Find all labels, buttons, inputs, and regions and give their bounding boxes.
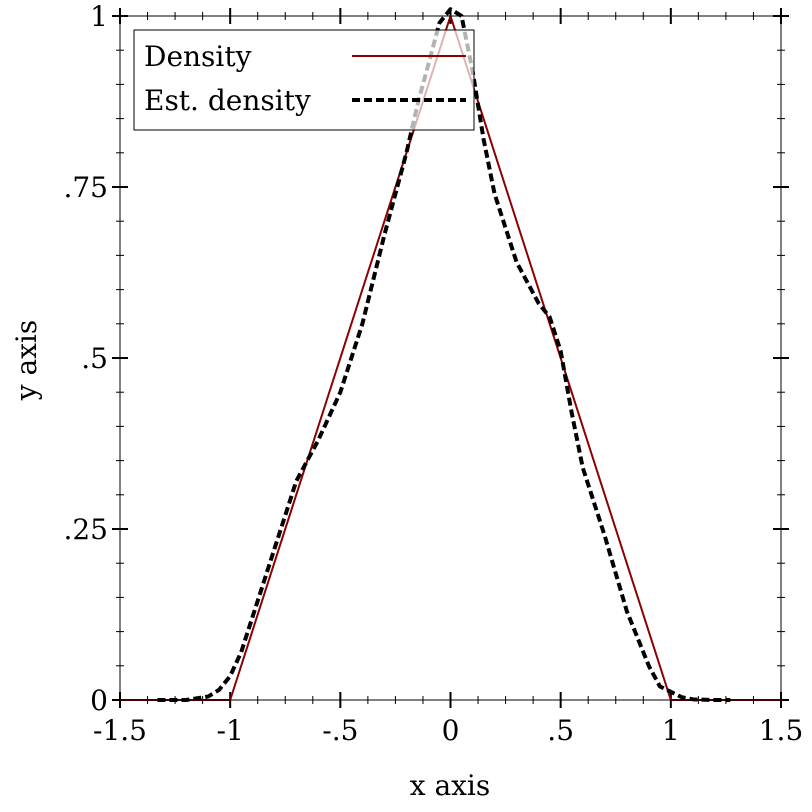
- x-tick-label-5: 1: [662, 714, 680, 747]
- x-tick-label-6: 1.5: [759, 714, 804, 747]
- y-tick-label-2: .5: [81, 342, 108, 375]
- x-tick-label-2: -.5: [322, 714, 358, 747]
- y-axis-label: y axis: [10, 320, 43, 402]
- legend-box: [133, 29, 475, 131]
- x-tick-label-3: 0: [442, 714, 460, 747]
- x-axis-label: x axis: [410, 769, 491, 802]
- y-tick-label-1: .25: [63, 513, 108, 546]
- y-tick-label-3: .75: [63, 171, 108, 204]
- legend-label-est-density: Est. density: [144, 84, 311, 117]
- legend: Density Est. density: [133, 29, 475, 131]
- plot-frame: [119, 15, 782, 701]
- x-tick-label-1: -1: [217, 714, 244, 747]
- tick-labels: -1.5 -1 -.5 0 .5 1 1.5 0 .25 .5 .75 1: [63, 0, 803, 747]
- x-tick-label-0: -1.5: [93, 714, 147, 747]
- y-tick-label-4: 1: [90, 0, 108, 33]
- y-tick-label-0: 0: [90, 684, 108, 717]
- x-tick-label-4: .5: [547, 714, 574, 747]
- legend-label-density: Density: [144, 40, 252, 73]
